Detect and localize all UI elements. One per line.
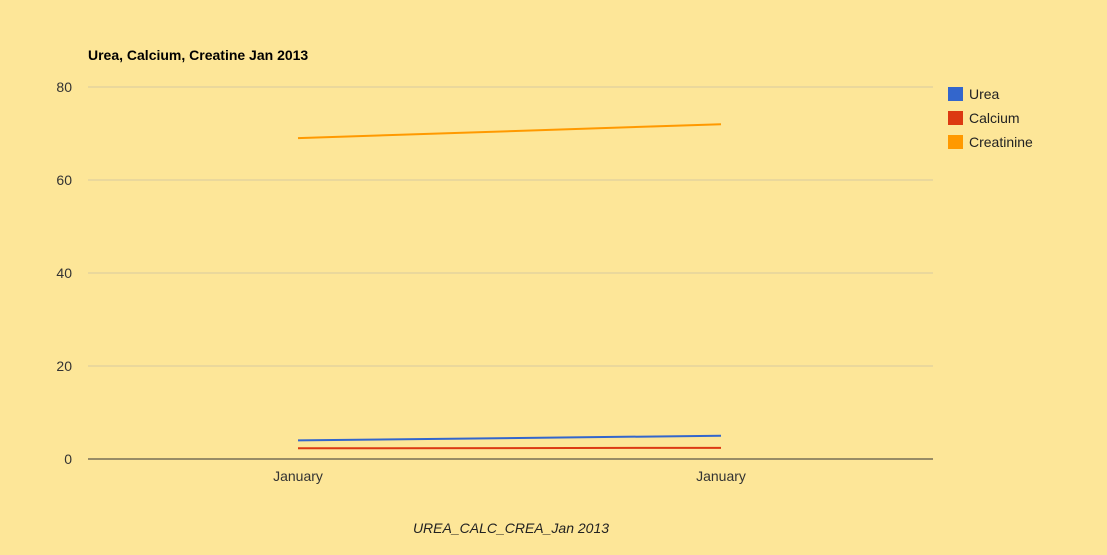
legend-swatch-calcium — [948, 111, 963, 125]
y-tick-label: 80 — [56, 79, 72, 95]
legend-swatch-creatinine — [948, 135, 963, 149]
legend-label: Calcium — [969, 110, 1020, 126]
y-tick-label: 20 — [56, 358, 72, 374]
series-line-creatinine — [297, 123, 722, 140]
y-axis-ticks: 0 20 40 60 80 — [56, 79, 72, 467]
chart-title: Urea, Calcium, Creatine Jan 2013 — [88, 47, 308, 63]
x-axis-ticks: January January — [273, 468, 746, 484]
legend: Urea Calcium Creatinine — [948, 86, 1033, 150]
y-tick-label: 0 — [64, 451, 72, 467]
series — [297, 123, 722, 450]
legend-label: Creatinine — [969, 134, 1033, 150]
x-tick-label: January — [696, 468, 746, 484]
x-tick-label: January — [273, 468, 323, 484]
legend-label: Urea — [969, 86, 1000, 102]
legend-swatch-urea — [948, 87, 963, 101]
y-tick-label: 60 — [56, 172, 72, 188]
chart-caption: UREA_CALC_CREA_Jan 2013 — [413, 520, 609, 536]
series-line-urea — [297, 434, 722, 442]
grid — [88, 86, 933, 460]
y-tick-label: 40 — [56, 265, 72, 281]
